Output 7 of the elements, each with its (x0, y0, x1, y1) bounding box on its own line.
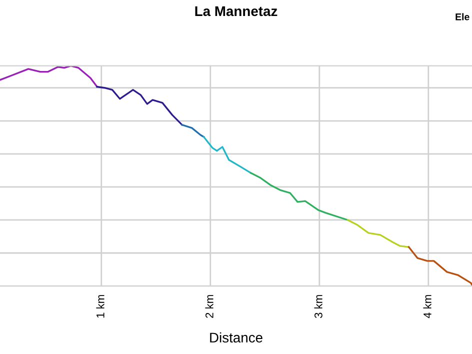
x-tick-label: 3 km (314, 295, 322, 318)
x-tick-label: 2 km (205, 295, 214, 318)
chart-title: La Mannetaz (195, 6, 278, 16)
x-tick-label: 4 km (423, 295, 432, 318)
x-axis-title: Distance (210, 332, 262, 343)
x-tick-label: 1 km (96, 295, 104, 318)
text: Ele (456, 13, 470, 20)
